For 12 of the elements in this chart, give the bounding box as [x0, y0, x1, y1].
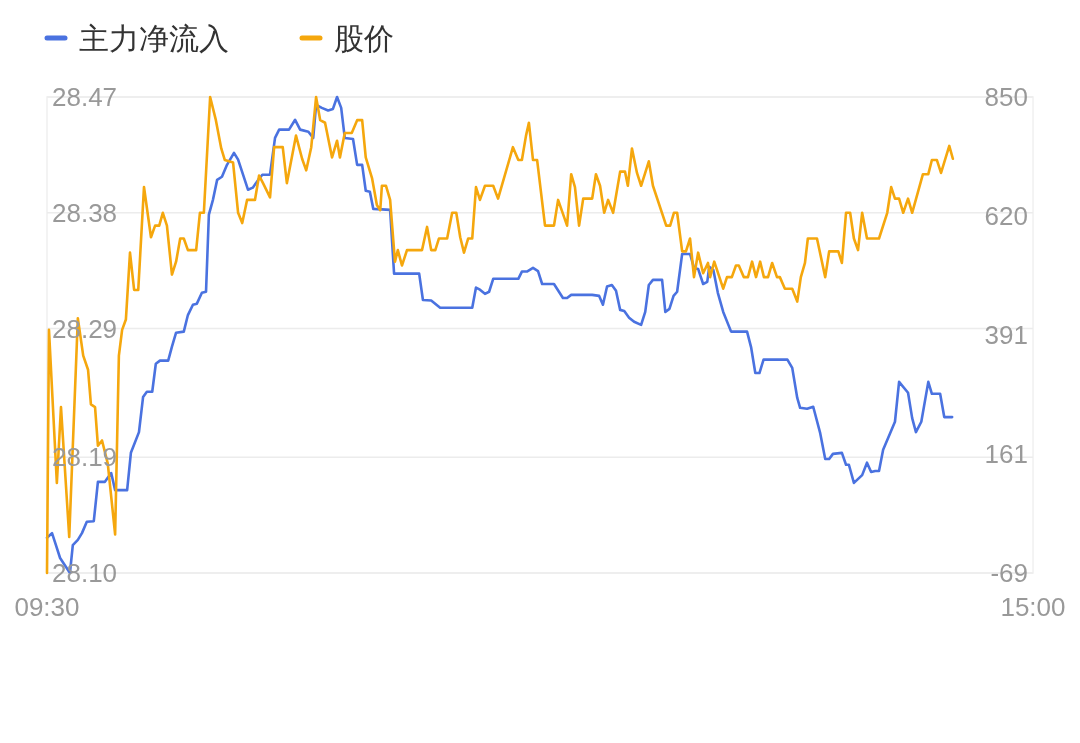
y-tick-label: 28.47: [52, 82, 118, 112]
y2-tick-label: -69: [990, 558, 1028, 588]
x-tick-label: 09:30: [14, 592, 80, 622]
y-tick-label: 28.10: [52, 558, 118, 588]
y2-tick-label: 391: [984, 319, 1028, 350]
y2-tick-label: 161: [984, 438, 1028, 469]
y-tick-label: 28.38: [52, 197, 118, 228]
x-tick-label: 15:00: [1000, 592, 1066, 622]
legend-label: 股价: [334, 22, 394, 55]
legend-label: 主力净流入: [79, 22, 229, 55]
y2-tick-label: 850: [984, 82, 1028, 112]
y2-tick-label: 620: [984, 201, 1028, 232]
